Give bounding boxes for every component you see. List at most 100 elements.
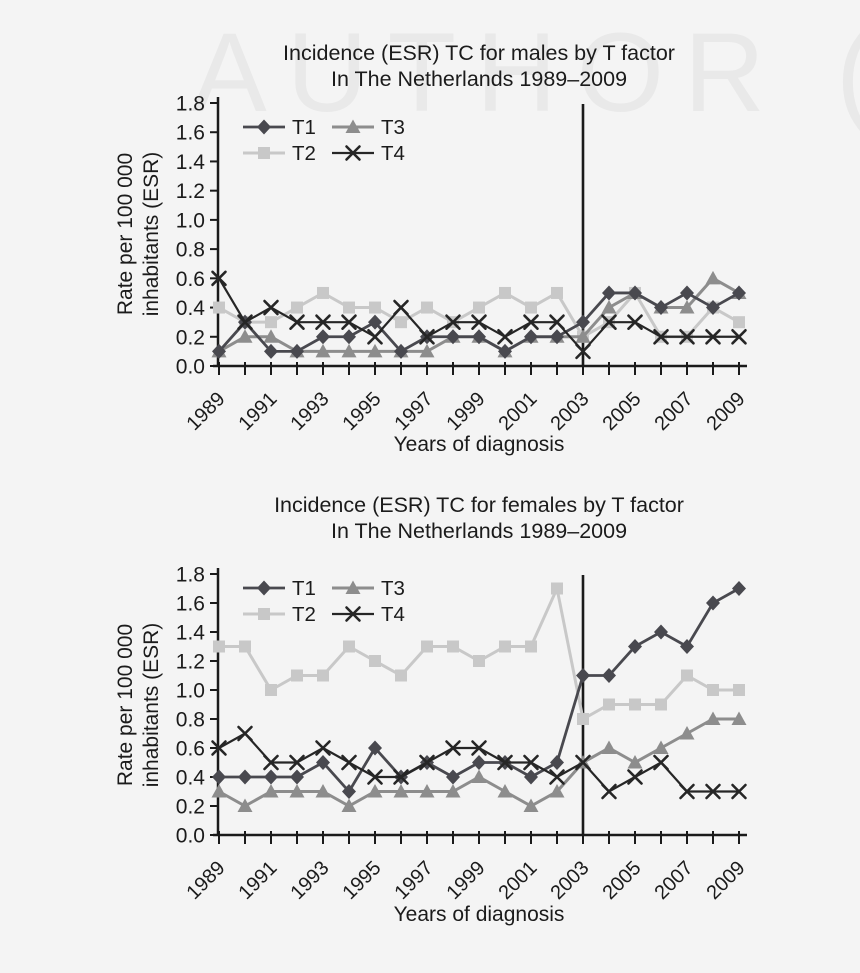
diamond-marker xyxy=(472,755,486,770)
y-tick-label: 0.2 xyxy=(176,796,205,819)
square-marker xyxy=(343,640,355,653)
diamond-marker xyxy=(524,329,538,345)
square-marker xyxy=(421,640,433,653)
y-tick-label: 0.0 xyxy=(176,356,205,379)
diamond-marker xyxy=(472,329,486,345)
legend-item-T3: T3 xyxy=(332,116,405,139)
triangle-marker xyxy=(367,343,383,358)
x-marker xyxy=(341,754,357,771)
x-marker xyxy=(393,299,409,316)
x-marker xyxy=(627,314,643,330)
diamond-marker xyxy=(264,769,278,785)
diamond-marker xyxy=(628,285,642,301)
square-marker xyxy=(265,684,277,696)
square-marker xyxy=(499,640,511,653)
x-tick-label: 1993 xyxy=(287,857,334,904)
triangle-marker xyxy=(471,769,487,783)
x-tick-label: 1989 xyxy=(183,857,230,904)
diamond-marker xyxy=(446,329,460,345)
x-tick-label: 2005 xyxy=(599,388,646,435)
x-marker xyxy=(575,343,591,360)
diamond-marker xyxy=(498,343,512,359)
square-marker xyxy=(213,640,225,653)
males-chart-title-line2: In The Netherlands 1989–2009 xyxy=(330,67,628,91)
diamond-marker xyxy=(290,343,304,359)
y-tick-label: 1.2 xyxy=(176,180,205,203)
x-marker xyxy=(497,754,513,771)
diamond-marker xyxy=(680,639,694,654)
square-marker xyxy=(395,316,407,329)
legend-item-T2: T2 xyxy=(243,603,316,626)
diamond-marker xyxy=(257,119,271,135)
x-marker xyxy=(523,754,539,771)
square-marker xyxy=(447,640,459,653)
square-marker xyxy=(473,655,485,667)
diamond-marker xyxy=(628,639,642,654)
diamond-marker xyxy=(654,624,668,640)
diamond-marker xyxy=(550,755,564,770)
x-tick-label: 1997 xyxy=(391,857,438,904)
legend-label: T4 xyxy=(381,603,405,626)
x-marker xyxy=(679,328,695,345)
square-marker xyxy=(265,316,277,329)
y-tick-label: 1.8 xyxy=(176,93,205,116)
x-marker xyxy=(705,783,721,800)
triangle-marker xyxy=(341,798,357,812)
legend-item-T3: T3 xyxy=(332,577,405,600)
author-watermark: AUTHOR ( xyxy=(192,10,860,135)
x-marker xyxy=(575,754,591,771)
x-marker xyxy=(471,740,487,756)
square-marker xyxy=(317,669,329,682)
x-marker xyxy=(345,606,361,622)
legend-label: T2 xyxy=(292,142,316,165)
y-tick-label: 0.6 xyxy=(176,738,205,761)
triangle-marker xyxy=(601,300,617,314)
triangle-marker xyxy=(549,784,565,798)
triangle-marker xyxy=(289,784,305,798)
square-marker xyxy=(603,698,615,711)
triangle-marker xyxy=(523,798,539,812)
triangle-marker xyxy=(341,343,357,358)
triangle-marker xyxy=(601,740,617,754)
x-tick-label: 1993 xyxy=(287,388,334,435)
y-tick-label: 0.2 xyxy=(176,326,205,349)
x-marker xyxy=(445,314,461,330)
diamond-marker xyxy=(368,314,382,330)
diamond-marker xyxy=(654,300,668,316)
triangle-marker xyxy=(367,784,383,798)
triangle-marker xyxy=(315,343,331,358)
y-tick-label: 0.4 xyxy=(176,767,206,790)
x-tick-label: 1999 xyxy=(443,857,490,904)
x-tick-label: 1997 xyxy=(391,388,438,435)
diamond-marker xyxy=(316,755,330,770)
x-marker xyxy=(393,769,409,785)
diamond-marker xyxy=(212,343,226,359)
square-marker xyxy=(258,608,270,620)
diamond-marker xyxy=(212,769,226,785)
x-marker xyxy=(263,299,279,316)
square-marker xyxy=(213,301,225,314)
females-legend: T1 T3 T2 T4 xyxy=(243,577,405,626)
square-marker xyxy=(733,684,745,696)
diamond-marker xyxy=(238,769,252,785)
y-tick-label: 0.8 xyxy=(176,709,205,732)
x-tick-label: 1991 xyxy=(235,857,282,904)
x-marker xyxy=(523,314,539,330)
y-tick-label: 0.6 xyxy=(176,268,205,291)
triangle-marker xyxy=(445,784,461,798)
square-marker xyxy=(551,582,563,595)
square-marker xyxy=(421,301,433,314)
legend-label: T4 xyxy=(381,142,405,165)
x-marker xyxy=(419,754,435,771)
square-marker xyxy=(258,147,270,159)
diamond-marker xyxy=(264,343,278,359)
x-tick-label: 2007 xyxy=(651,857,698,904)
square-marker xyxy=(629,698,641,711)
y-tick-label: 0.0 xyxy=(176,825,205,848)
males-legend: T1 T3 T2 T4 xyxy=(243,116,405,165)
square-marker xyxy=(707,684,719,696)
square-marker xyxy=(291,301,303,314)
